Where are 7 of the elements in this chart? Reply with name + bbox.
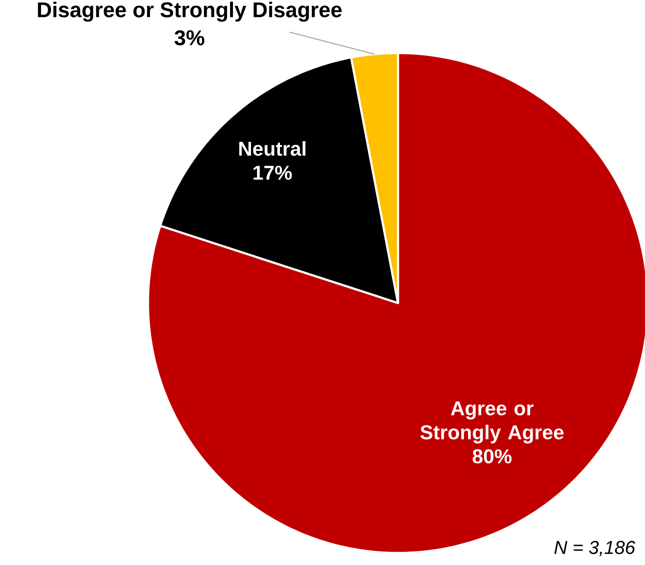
text: N = 3,186 xyxy=(554,540,636,556)
slice-label: Agree or Strongly Agree xyxy=(420,401,564,444)
data-label: 17% xyxy=(254,166,292,180)
data-label: 3% xyxy=(174,30,204,46)
slice-label: Disagree or Strongly Disagree xyxy=(38,2,342,22)
data-label: 80% xyxy=(472,449,512,464)
slice-label: Neutral xyxy=(239,141,306,156)
